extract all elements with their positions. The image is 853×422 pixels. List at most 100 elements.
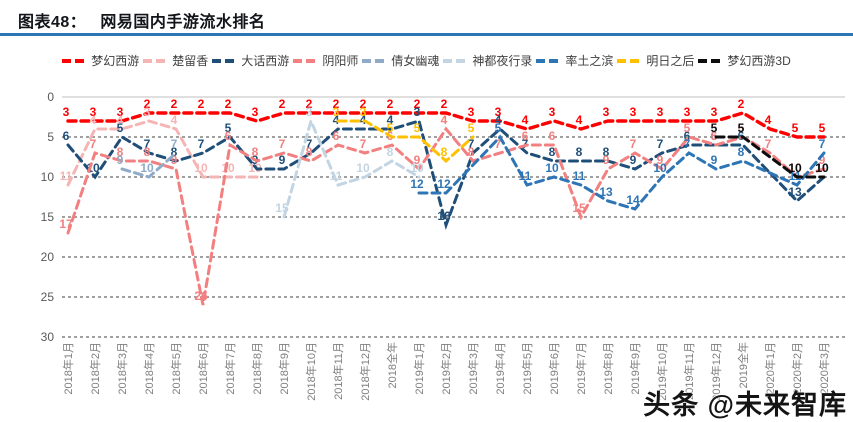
legend-item-6: 率土之滨 <box>536 52 613 69</box>
svg-text:2019年7月: 2019年7月 <box>574 342 588 395</box>
svg-text:6: 6 <box>63 129 70 143</box>
svg-text:25: 25 <box>41 290 55 304</box>
svg-text:6: 6 <box>225 129 232 143</box>
svg-text:15: 15 <box>572 201 586 215</box>
svg-text:17: 17 <box>59 217 73 231</box>
svg-text:3: 3 <box>252 105 259 119</box>
svg-text:2: 2 <box>414 97 421 111</box>
svg-text:0: 0 <box>47 90 54 104</box>
svg-text:3: 3 <box>711 105 718 119</box>
legend-item-7: 明日之后 <box>617 52 694 69</box>
svg-text:11: 11 <box>573 169 586 183</box>
svg-text:9: 9 <box>819 153 826 167</box>
legend-swatch-icon <box>293 58 320 63</box>
chart-header: 图表48： 网易国内手游流水排名 <box>18 8 265 32</box>
svg-text:9: 9 <box>711 153 718 167</box>
svg-text:5: 5 <box>47 130 54 144</box>
legend-label: 倩女幽魂 <box>391 54 440 68</box>
svg-text:7: 7 <box>495 137 502 151</box>
svg-text:26: 26 <box>194 289 208 303</box>
svg-text:2019年12月: 2019年12月 <box>709 342 723 401</box>
svg-text:2019年1月: 2019年1月 <box>412 342 426 395</box>
svg-text:5: 5 <box>117 121 124 135</box>
watermark: 头条 @未来智库 <box>643 390 847 420</box>
svg-text:5: 5 <box>819 121 826 135</box>
series-4: 9 10 7 <box>117 137 178 179</box>
svg-text:6: 6 <box>333 129 340 143</box>
svg-text:8: 8 <box>576 145 583 159</box>
svg-text:15: 15 <box>275 201 289 215</box>
svg-text:8: 8 <box>171 145 178 159</box>
svg-text:9: 9 <box>630 153 637 167</box>
header-divider <box>0 33 853 36</box>
svg-text:2019全年: 2019全年 <box>736 342 750 388</box>
svg-text:4: 4 <box>90 113 97 127</box>
svg-text:2018年1月: 2018年1月 <box>61 342 75 395</box>
svg-text:3: 3 <box>414 105 421 119</box>
svg-text:9: 9 <box>657 153 664 167</box>
svg-text:3: 3 <box>630 105 637 119</box>
svg-text:3: 3 <box>468 105 475 119</box>
svg-text:8: 8 <box>306 145 313 159</box>
svg-text:2020年1月: 2020年1月 <box>763 342 777 395</box>
svg-text:5: 5 <box>495 121 502 135</box>
svg-text:7: 7 <box>279 137 286 151</box>
svg-text:20: 20 <box>41 250 55 264</box>
legend-item-4: 倩女幽魂 <box>362 52 439 69</box>
svg-text:8: 8 <box>738 145 745 159</box>
svg-text:2: 2 <box>333 97 340 111</box>
svg-text:5: 5 <box>468 121 475 135</box>
svg-text:8: 8 <box>468 145 475 159</box>
svg-text:10: 10 <box>410 161 424 175</box>
svg-text:2: 2 <box>198 97 205 111</box>
svg-text:9: 9 <box>117 153 124 167</box>
x-axis-labels: 2018年1月 2018年2月 2018年3月 2018年4月 2018年5月 2018年… <box>61 342 831 401</box>
svg-text:7: 7 <box>90 137 97 151</box>
figure-tag: 图表48： <box>18 14 87 31</box>
svg-text:2019年5月: 2019年5月 <box>520 342 534 395</box>
svg-text:3: 3 <box>657 105 664 119</box>
svg-text:4: 4 <box>171 113 178 127</box>
legend-item-3: 阴阳师 <box>293 52 358 69</box>
legend-label: 率土之滨 <box>565 54 614 68</box>
svg-text:8: 8 <box>117 145 124 159</box>
svg-text:2018年9月: 2018年9月 <box>277 342 291 395</box>
svg-text:7: 7 <box>144 137 151 151</box>
svg-text:7: 7 <box>198 137 205 151</box>
svg-text:7: 7 <box>630 137 637 151</box>
svg-text:7: 7 <box>765 137 772 151</box>
legend-swatch-icon <box>698 58 725 63</box>
svg-text:3: 3 <box>495 105 502 119</box>
svg-text:8: 8 <box>603 145 610 159</box>
legend-label: 梦幻西游 <box>91 54 140 68</box>
legend-label: 阴阳师 <box>322 54 359 68</box>
svg-text:5: 5 <box>414 121 421 135</box>
svg-text:2018年5月: 2018年5月 <box>169 342 183 395</box>
legend-swatch-icon <box>617 58 644 63</box>
svg-text:3: 3 <box>90 105 97 119</box>
svg-text:10: 10 <box>653 161 667 175</box>
legend-item-8: 梦幻西游3D <box>698 52 791 69</box>
svg-text:5: 5 <box>711 121 718 135</box>
svg-text:4: 4 <box>441 113 448 127</box>
svg-text:4: 4 <box>117 113 124 127</box>
legend-label: 楚留香 <box>172 54 209 68</box>
svg-text:9: 9 <box>171 153 178 167</box>
svg-text:7: 7 <box>171 137 178 151</box>
svg-text:5: 5 <box>792 121 799 135</box>
svg-text:2: 2 <box>738 97 745 111</box>
svg-text:3: 3 <box>684 105 691 119</box>
svg-text:2: 2 <box>387 97 394 111</box>
svg-text:10: 10 <box>140 161 154 175</box>
svg-text:5: 5 <box>225 121 232 135</box>
svg-text:2018年8月: 2018年8月 <box>250 342 264 395</box>
svg-text:6: 6 <box>522 129 529 143</box>
svg-text:3: 3 <box>144 105 151 119</box>
svg-text:2: 2 <box>360 97 367 111</box>
svg-text:11: 11 <box>519 169 532 183</box>
svg-text:2019年11月: 2019年11月 <box>682 342 696 400</box>
svg-text:14: 14 <box>626 193 640 207</box>
